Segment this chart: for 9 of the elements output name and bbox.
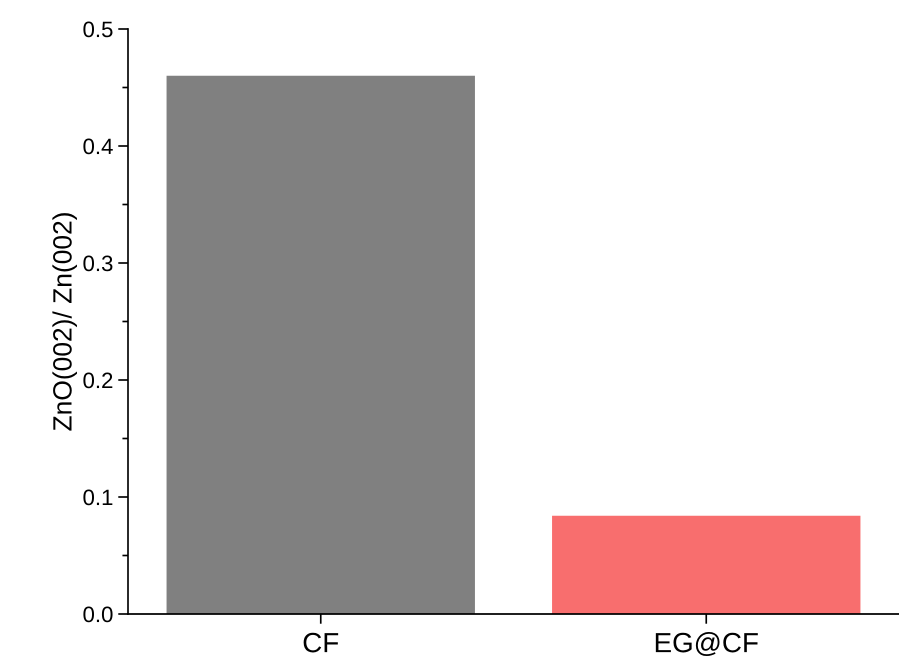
y-tick-label: 0.2 [83,372,112,388]
y-tick-label: 0.0 [83,606,113,622]
y-tick-label: 0.3 [83,256,112,272]
x-tick-label: CF [304,632,338,652]
x-tick-label: EG@CF [656,632,758,656]
y-tick-label: 0.4 [83,138,113,154]
y-tick-label: 0.5 [83,22,112,38]
y-tick-label: 0.1 [83,490,112,506]
y-axis-title: ZnO(002)/ Zn(002) [52,213,77,431]
